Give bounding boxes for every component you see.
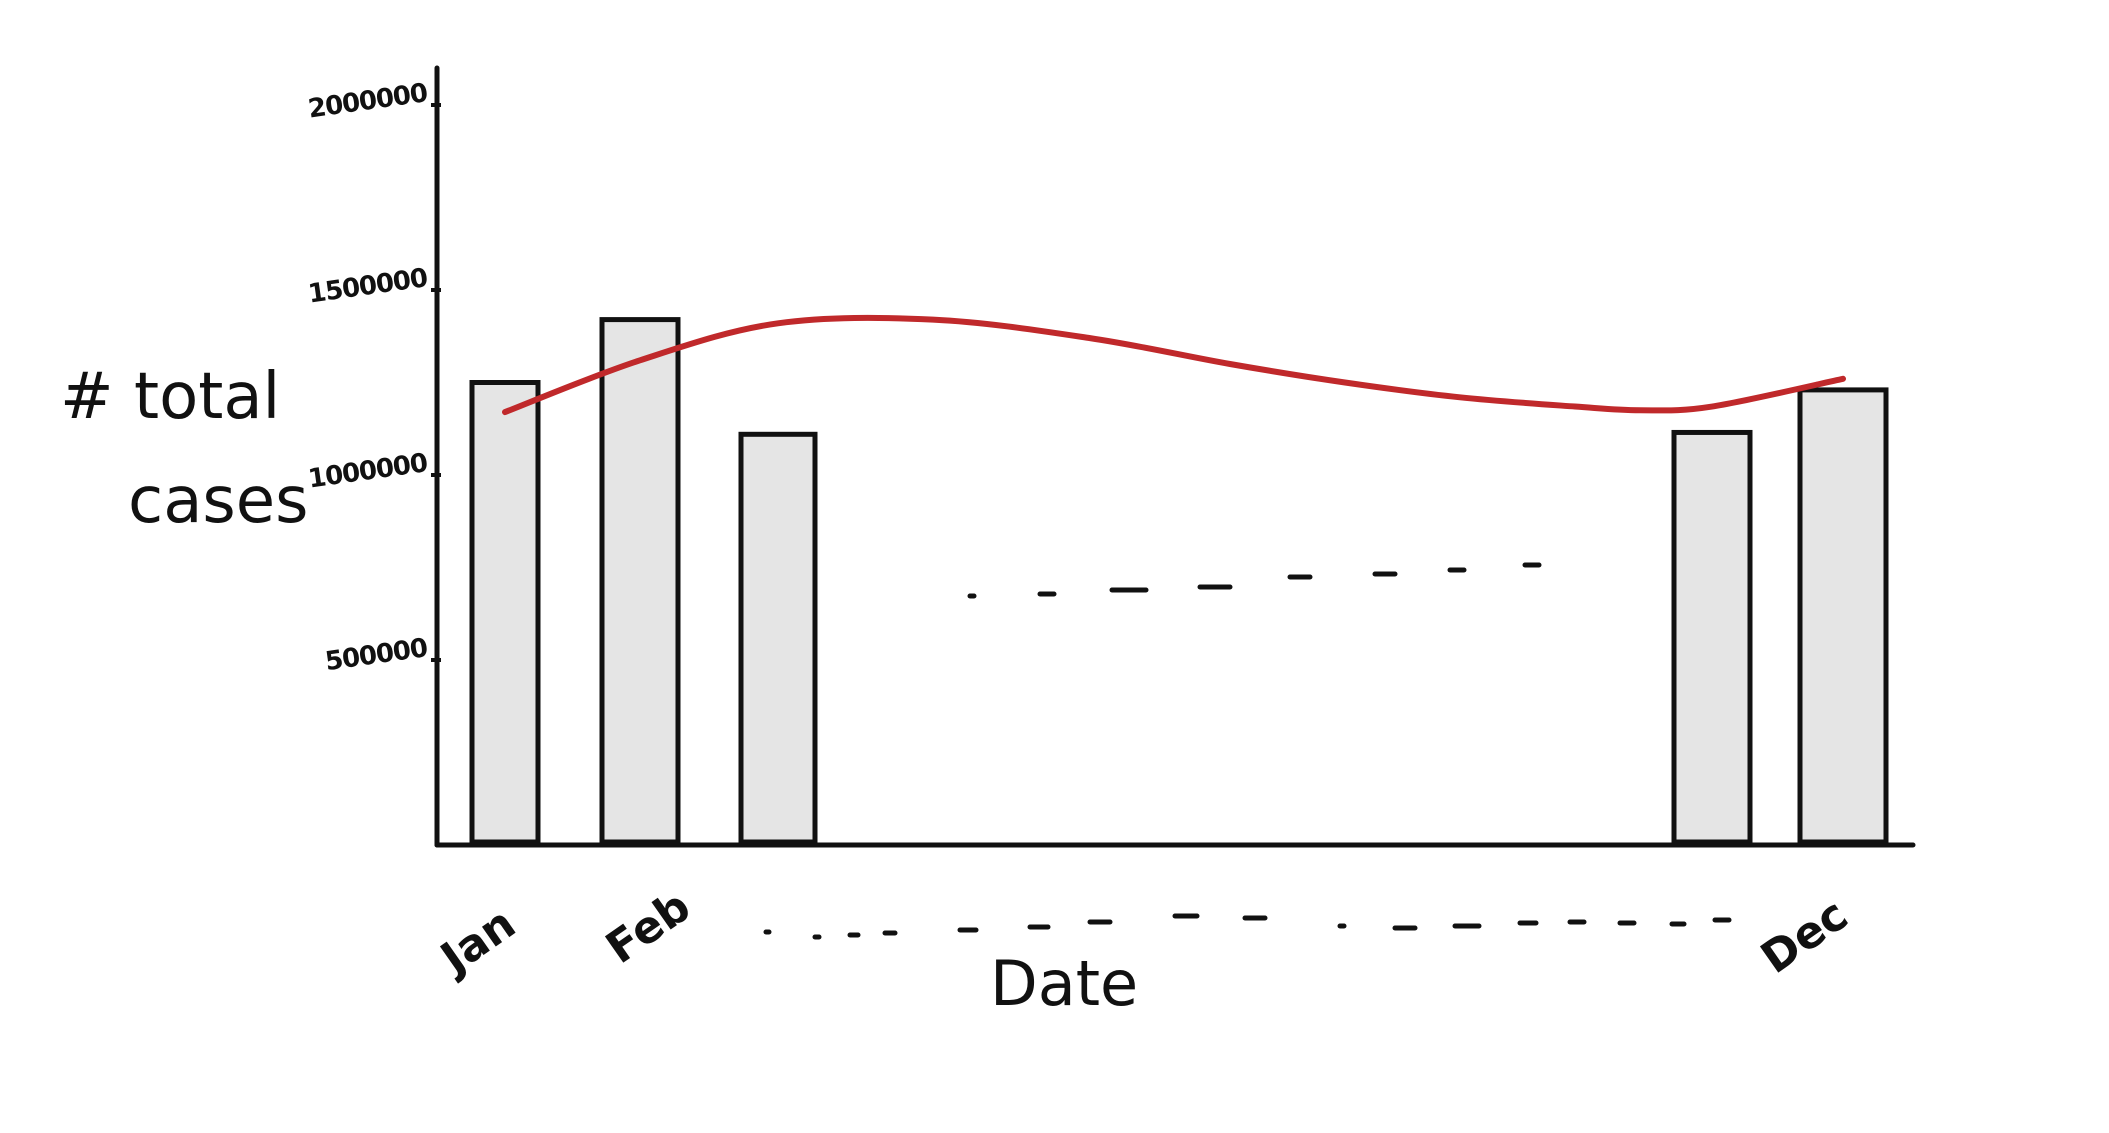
y-axis-title-line-1: # total <box>60 360 280 434</box>
bar <box>469 380 541 845</box>
y-axis-title: # total cases <box>60 360 308 538</box>
ellipsis-marks <box>763 562 1732 940</box>
bar <box>738 431 818 845</box>
y-tick-label: 1500000 <box>306 263 429 309</box>
trend-line-layer <box>502 314 1846 416</box>
y-tick-label: 2000000 <box>306 78 429 124</box>
bars-layer <box>469 317 1889 845</box>
trend-line <box>502 314 1846 416</box>
x-tick-label: Jan <box>430 898 525 986</box>
y-ticks: 500000 1000000 1500000 2000000 <box>306 78 441 677</box>
x-axis-title: Date <box>990 947 1138 1020</box>
axes-layer <box>434 65 1916 848</box>
bar <box>599 317 681 845</box>
x-tick-labels: Jan Feb Dec <box>430 881 1857 986</box>
y-axis-title-line-2: cases <box>128 464 308 538</box>
x-tick-label: Feb <box>597 881 700 974</box>
y-tick-label: 1000000 <box>306 448 429 494</box>
x-tick-label: Dec <box>1752 889 1857 984</box>
y-tick-label: 500000 <box>323 633 429 677</box>
bar <box>1797 387 1889 845</box>
bar <box>1671 429 1753 845</box>
